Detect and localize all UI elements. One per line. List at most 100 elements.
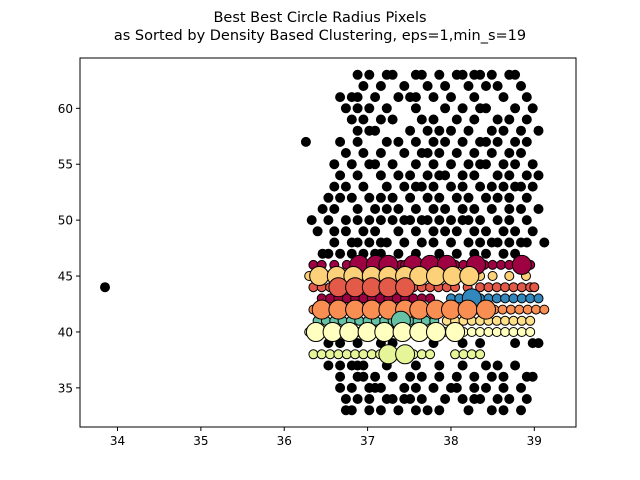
noise-point [387, 192, 398, 203]
noise-point [504, 148, 515, 158]
noise-point [521, 394, 532, 404]
noise-point [375, 405, 386, 416]
cluster-point-large [339, 322, 360, 342]
noise-point [370, 204, 381, 214]
noise-point [306, 215, 317, 226]
noise-point [434, 371, 445, 382]
noise-point [492, 192, 503, 203]
noise-point [358, 226, 369, 237]
noise-point [370, 125, 381, 136]
noise-point [370, 159, 381, 170]
noise-point [510, 338, 521, 349]
cluster-point-large [511, 254, 532, 275]
noise-point [352, 215, 363, 226]
noise-point [457, 360, 468, 371]
noise-point [440, 81, 451, 91]
cluster-point-large [395, 344, 416, 365]
noise-point [434, 125, 445, 136]
noise-point [364, 237, 375, 248]
noise-point [516, 81, 526, 91]
noise-point [516, 405, 526, 416]
noise-point [446, 215, 456, 226]
noise-point [375, 382, 386, 393]
cluster-point [475, 327, 486, 337]
noise-point [393, 226, 404, 237]
noise-point [463, 237, 474, 248]
noise-point [335, 192, 346, 203]
noise-point [399, 81, 410, 91]
noise-point [481, 81, 491, 91]
noise-point [364, 215, 375, 226]
noise-point [451, 382, 462, 393]
noise-point [510, 226, 521, 237]
noise-point [410, 360, 421, 371]
noise-point [428, 92, 439, 103]
cluster-point [487, 259, 498, 270]
x-tick-label: 36 [277, 434, 292, 448]
noise-point [346, 192, 357, 203]
noise-point [375, 215, 386, 226]
noise-point [364, 394, 375, 404]
noise-point [405, 170, 416, 181]
noise-point [381, 237, 392, 248]
cluster-point-large [409, 299, 430, 320]
noise-point [521, 215, 532, 226]
noise-point [358, 360, 369, 371]
cluster-point [466, 327, 477, 337]
noise-point [451, 114, 462, 125]
noise-point [498, 405, 509, 416]
noise-point [516, 204, 526, 214]
noise-point [457, 204, 468, 214]
noise-point [463, 405, 474, 416]
noise-point [434, 360, 445, 371]
noise-point [463, 125, 474, 136]
noise-point [329, 181, 340, 192]
noise-point [440, 103, 451, 114]
cluster-point [531, 304, 541, 315]
noise-point [516, 181, 526, 192]
noise-point [463, 192, 474, 203]
noise-point [434, 148, 445, 158]
noise-point [498, 382, 509, 393]
noise-point [486, 69, 497, 80]
noise-point [457, 181, 468, 192]
noise-point [312, 226, 323, 237]
noise-point [451, 148, 462, 158]
noise-point [498, 226, 509, 237]
noise-point [451, 226, 462, 237]
noise-point [463, 81, 474, 91]
cluster-point [514, 304, 525, 315]
noise-point [335, 371, 346, 382]
noise-point [352, 69, 363, 80]
noise-point [504, 215, 515, 226]
y-tick-label: 40 [58, 325, 73, 339]
noise-point [469, 114, 480, 125]
noise-point [527, 181, 538, 192]
noise-point [486, 371, 497, 382]
chart-title-line2: as Sorted by Density Based Clustering, e… [114, 28, 526, 44]
noise-point [504, 192, 515, 203]
noise-point [416, 114, 427, 125]
noise-point [475, 338, 486, 349]
noise-point [481, 248, 491, 259]
noise-point [521, 237, 532, 248]
noise-point [440, 204, 451, 214]
cluster-point [533, 293, 544, 304]
noise-point [370, 226, 381, 237]
noise-point [358, 114, 369, 125]
noise-point [498, 92, 509, 103]
noise-point [428, 204, 439, 214]
noise-point [375, 114, 386, 125]
cluster-point [425, 349, 436, 360]
noise-point [405, 215, 416, 226]
noise-point [469, 226, 480, 237]
noise-point [381, 204, 392, 214]
noise-point [387, 371, 398, 382]
noise-point [516, 148, 526, 158]
noise-point [475, 237, 486, 248]
noise-point [416, 394, 427, 404]
noise-point [446, 237, 456, 248]
cluster-point [458, 349, 469, 360]
noise-point [475, 69, 486, 80]
